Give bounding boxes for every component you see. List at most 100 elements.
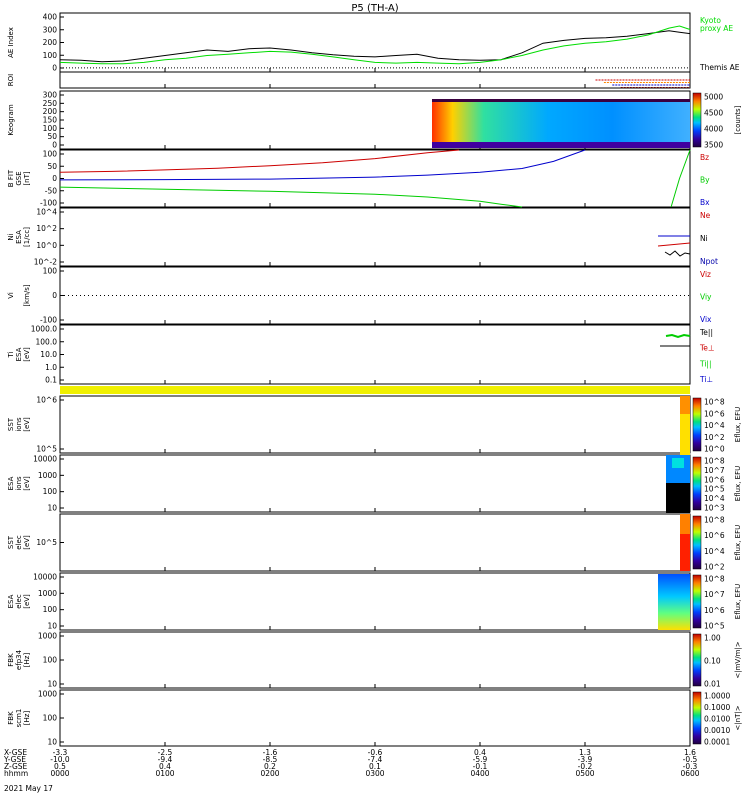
fbk_b-colorbar-tick: 0.0100 (704, 715, 730, 724)
time-axis-value: 0.2 (264, 762, 276, 771)
temperature-ytick: 0.1 (45, 376, 57, 385)
sst_ion-ytick: 10^5 (36, 445, 57, 454)
fbk_e-ytick: 10 (47, 680, 57, 689)
density-ylabel: Ni (7, 233, 15, 240)
fbk_e-colorbar-tick: 1.00 (704, 634, 721, 643)
sst_ion-colorbar-tick: 10^0 (704, 445, 725, 454)
sst_ion-colorbar-tick: 10^2 (704, 433, 725, 442)
bfield-ytick: -50 (45, 186, 57, 195)
time-axis-value: 0.5 (54, 762, 66, 771)
time-axis-value: -0.2 (578, 762, 593, 771)
density-ytick: 10^2 (36, 224, 57, 233)
sst_elec-colorbar-tick: 10^8 (704, 516, 725, 525)
roi-ylabel: ROI (7, 74, 15, 86)
time-axis-value: -1.6 (263, 748, 278, 757)
esa_elec-colorbar (692, 574, 702, 629)
esa_ion-colorbar (692, 456, 702, 511)
sst_elec-ylabel: elec (15, 535, 23, 550)
keogram-top-band (432, 99, 690, 102)
time-axis-row-Z-GSE: Z-GSE (4, 762, 28, 771)
time-axis-value: 1.3 (579, 748, 591, 757)
density-legend-1: Ni (700, 234, 708, 243)
esa_ion-colorbar-tick: 10^4 (704, 494, 725, 503)
ae-legend-0: Kyoto (700, 16, 721, 25)
sst-elec-image-top (680, 514, 690, 534)
fbk_b-colorbar-tick: 1.0000 (704, 692, 730, 701)
ae-ytick: 100 (43, 51, 58, 60)
panel-fbk_e: 1000 100 10 FBK efp34 [Hz] 1.00 0.10 0.01 <|mV/m|… (7, 631, 742, 689)
time-axis-value: -9.4 (158, 755, 173, 764)
temp-ti-par (665, 333, 691, 339)
temperature-legend-2: Ti|| (699, 359, 712, 368)
esa_elec-frame (59, 572, 691, 631)
ae-ytick: 0 (52, 64, 57, 73)
fbk_e-colorbar (692, 633, 702, 687)
panel-sst_ion: 10^6 10^5 SST ions [eV] 10^8 10^6 10^4 10^2 10^0 E… (7, 395, 742, 454)
time-axis-value: 0600 (680, 769, 699, 778)
time-axis-value: 0.1 (369, 762, 381, 771)
keogram-ylabel: Keogram (7, 104, 15, 135)
time-axis-value: -3.3 (53, 748, 68, 757)
panel-temperature: 1000.0 100.0 10.0 1.0 0.1 Ti ESA [eV] Te|| Te⊥ Ti|… (7, 324, 714, 385)
sst_ion-ylabel: SST (7, 417, 15, 431)
time-axis-value: 0000 (50, 769, 69, 778)
panel-esa_elec: 10000 1000 100 10 ESA elec [eV] 10^8 10^7 10^6 10^… (7, 572, 742, 631)
velocity-ylabel: [km/s] (23, 284, 31, 307)
temperature-ytick: 10.0 (40, 350, 57, 359)
temperature-frame (59, 324, 691, 385)
esa_elec-ytick: 100 (43, 605, 58, 614)
ae-series-Kyoto proxy AE (59, 25, 691, 65)
sst_ion-ylabel: [eV] (23, 417, 31, 432)
keogram-ytick: 300 (43, 91, 58, 100)
time-axis-value: -8.5 (263, 755, 278, 764)
sst_ion-colorbar (692, 397, 702, 452)
fbk_b-ylabel: [Hz] (23, 711, 31, 726)
time-axis-value: 0200 (260, 769, 279, 778)
keogram-colorbar-tick: 4000 (704, 125, 723, 134)
time-axis-value: -0.1 (473, 762, 488, 771)
sst_ion-ytick: 10^6 (36, 396, 57, 405)
sst_elec-frame (59, 513, 691, 572)
velocity-ytick: 0 (52, 291, 57, 300)
time-axis: X-GSE -3.3 -2.5 -1.6 -0.6 0.4 1.3 1.6 Y-GSE -10.0… (3, 748, 700, 793)
keogram-colorbar (692, 92, 702, 148)
time-axis-value: -0.6 (368, 748, 383, 757)
keogram-bottom-band (432, 142, 690, 148)
time-axis-value: -0.3 (683, 762, 698, 771)
time-axis-value: 1.6 (684, 748, 696, 757)
esa_elec-ylabel: ESA (7, 594, 15, 608)
bfield-legend-1: By (700, 176, 710, 185)
fbk_e-ylabel: [Hz] (23, 653, 31, 668)
panel-fbk_b: 1000 100 10 FBK scm1 [Hz] 1.0000 0.1000 0.0100 0.… (7, 689, 742, 747)
ae-ytick: 200 (43, 38, 58, 47)
time-axis-row-Y-GSE: Y-GSE (3, 755, 26, 764)
esa_elec-ylabel: elec (15, 594, 23, 609)
esa_elec-colorbar-tick: 10^8 (704, 575, 725, 584)
fbk_e-ylabel: FBK (7, 653, 15, 667)
temperature-ylabel: Ti (7, 351, 15, 358)
bfield-ylabel: B FIT (7, 169, 15, 187)
density-ytick: 10^0 (36, 241, 57, 250)
sst_elec-colorbar (692, 515, 702, 570)
fbk_b-colorbar-tick: 0.0010 (704, 726, 730, 735)
sst_elec-ylabel: [eV] (23, 535, 31, 550)
sst-ion-image (680, 396, 690, 456)
esa_ion-ylabel: ESA (7, 476, 15, 490)
keogram-image (432, 100, 690, 147)
velocity-legend-2: Vix (700, 315, 712, 324)
bfield-series-By (59, 149, 586, 181)
fbk_b-colorbar (692, 691, 702, 745)
density-ylabel: ESA (15, 230, 23, 244)
keogram-ytick: 250 (43, 99, 58, 108)
esa_elec-colorbar-tick: 10^6 (704, 606, 725, 615)
temperature-legend-3: Ti⊥ (699, 375, 713, 384)
fbk_e-ylabel: efp34 (15, 649, 23, 670)
bfield-ytick: 100 (43, 150, 58, 159)
keogram-ytick: 50 (47, 132, 57, 141)
fbk_e-colorbar-unit: <|mV/m|> (734, 641, 742, 678)
esa_ion-ylabel: ions (15, 476, 23, 491)
esa_ion-colorbar-unit: Eflux, EFU (734, 466, 742, 501)
